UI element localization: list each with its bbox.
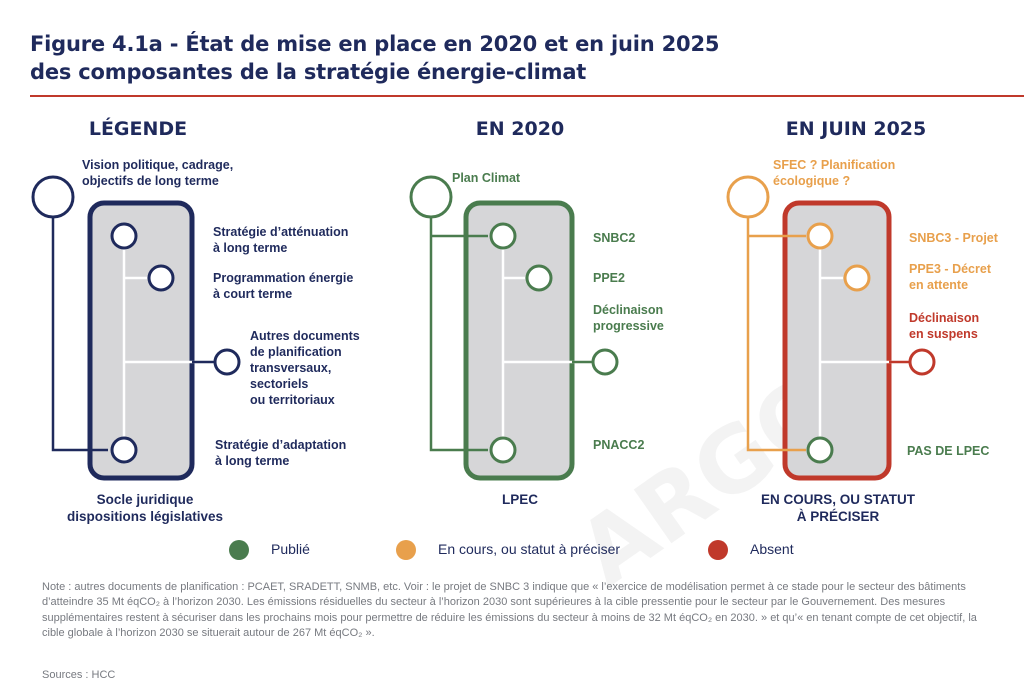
legend-label-adaptation: Stratégie d’adaptation à long terme — [215, 438, 347, 468]
frame-2020 — [463, 200, 575, 481]
legend-item-in-progress: En cours, ou statut à préciser — [396, 538, 676, 562]
legend-footer: Socle juridique dispositions législative… — [66, 492, 224, 524]
footer-2020: LPEC — [501, 492, 538, 507]
legend-connector — [51, 217, 108, 452]
circle-2025-top — [726, 175, 770, 219]
legend-label-absent: Absent — [750, 541, 794, 557]
circle-2020-declinaison — [591, 348, 619, 376]
footnote: Note : autres documents de planification… — [42, 581, 977, 639]
label-2025-top: SFEC ? Planification écologique ? — [773, 158, 896, 188]
legend-diagram — [31, 175, 241, 481]
connector-2025 — [746, 217, 806, 452]
legend-programming-circle — [147, 264, 175, 292]
legend-frame — [87, 200, 195, 481]
circle-2020-pnacc2 — [489, 436, 517, 464]
circle-2025-adaptation — [806, 436, 834, 464]
connector-2020 — [429, 217, 488, 452]
legend-item-absent: Absent — [708, 538, 828, 562]
label-2020-ppe2: PPE2 — [593, 271, 625, 285]
label-2025-snbc3: SNBC3 - Projet — [909, 231, 998, 245]
figure-title-line2: des composantes de la stratégie énergie-… — [30, 60, 587, 84]
legend-adaptation-circle — [110, 436, 138, 464]
col-2020-heading: EN 2020 — [475, 118, 565, 140]
label-2020-declinaison: Déclinaison progressive — [593, 303, 664, 333]
sources: Sources : HCC — [42, 669, 116, 681]
legend-column-heading: LÉGENDE — [88, 118, 188, 140]
frame-2025 — [782, 200, 892, 481]
legend-label-mitigation: Stratégie d’atténuation à long terme — [213, 225, 349, 255]
label-2025-adaptation: PAS DE LPEC — [907, 444, 990, 458]
legend-other-docs-circle — [213, 348, 241, 376]
col-2025-heading: EN JUIN 2025 — [785, 118, 927, 140]
legend-label-in-progress: En cours, ou statut à préciser — [438, 541, 621, 557]
footer-2025: EN COURS, OU STATUT À PRÉCISER — [761, 492, 915, 524]
circle-2020-snbc2 — [489, 222, 517, 250]
label-2025-ppe3: PPE3 - Décret en attente — [909, 262, 991, 292]
circle-2020-ppe2 — [525, 264, 553, 292]
legend-item-published: Publié — [229, 538, 349, 562]
label-2020-snbc2: SNBC2 — [593, 231, 636, 245]
legend-label-programming: Programmation énergie à court terme — [213, 271, 354, 301]
figure-title-line1: Figure 4.1a - État de mise en place en 2… — [30, 32, 720, 56]
legend-label-published: Publié — [271, 541, 310, 557]
figure-title: Figure 4.1a - État de mise en place en 2… — [30, 30, 719, 86]
legend-top-circle — [31, 175, 75, 219]
diagram-2020 — [409, 175, 619, 481]
legend-dot-in-progress — [396, 540, 416, 560]
circle-2025-declinaison — [908, 348, 936, 376]
legend-mitigation-circle — [110, 222, 138, 250]
label-2020-top: Plan Climat — [452, 171, 521, 185]
legend-dot-absent — [708, 540, 728, 560]
circle-2020-top — [409, 175, 453, 219]
title-rule — [30, 95, 1024, 97]
circle-2025-snbc3 — [806, 222, 834, 250]
legend-label-other-docs: Autres documents de planification transv… — [250, 329, 360, 407]
legend-dot-published — [229, 540, 249, 560]
diagram-2025 — [726, 175, 936, 481]
label-2025-declinaison: Déclinaison en suspens — [909, 311, 980, 341]
label-2020-pnacc2: PNACC2 — [593, 438, 645, 452]
legend-label-top: Vision politique, cadrage, objectifs de … — [82, 158, 234, 188]
circle-2025-ppe3 — [843, 264, 871, 292]
